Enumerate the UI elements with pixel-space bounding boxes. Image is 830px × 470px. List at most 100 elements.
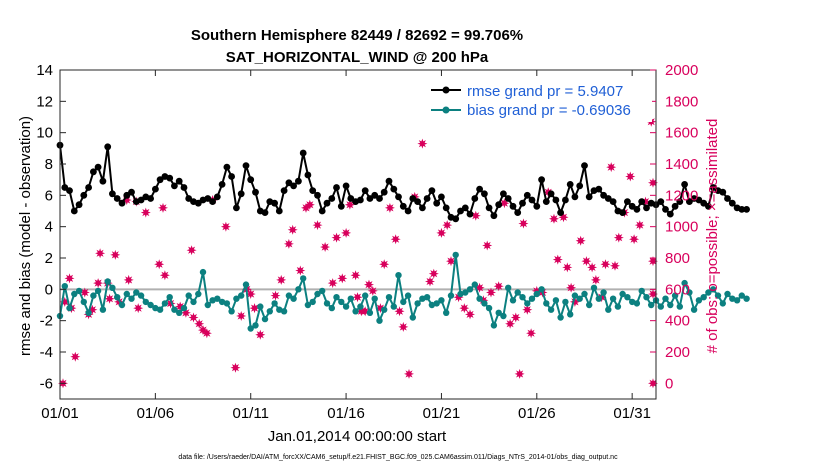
rmse-point-80 — [438, 193, 445, 201]
obs-count-marker-36 — [249, 303, 260, 314]
bias-point-122 — [638, 287, 645, 295]
x-tick-label-4: 01/21 — [423, 405, 461, 422]
obs-count-marker-18 — [140, 207, 151, 218]
obs-count-marker-61 — [390, 234, 401, 245]
obs-count-marker-84 — [514, 368, 525, 379]
obs-count-marker-80 — [493, 281, 504, 292]
obs-count-marker-21 — [159, 270, 170, 281]
rmse-point-46 — [275, 207, 283, 215]
rmse-point-51 — [299, 149, 307, 157]
x-tick-label-2: 01/11 — [233, 405, 269, 422]
rmse-point-9 — [99, 177, 107, 185]
bias-point-78 — [428, 301, 436, 309]
rmse-point-128 — [666, 210, 674, 218]
rmse-point-79 — [433, 199, 441, 207]
bias-point-100 — [533, 290, 540, 298]
bias-point-143 — [738, 292, 745, 299]
rmse-point-127 — [662, 206, 669, 213]
bias-point-9 — [99, 306, 107, 313]
bias-point-16 — [133, 289, 140, 296]
obs-count-marker-9 — [95, 248, 106, 259]
y2-tick-label-1: 200 — [665, 344, 690, 361]
bias-point-57 — [328, 304, 335, 312]
bias-point-66 — [371, 295, 378, 302]
obs-count-marker-33 — [236, 311, 247, 321]
bias-point-3 — [71, 290, 78, 298]
obs-count-marker-50 — [341, 227, 352, 238]
rmse-point-69 — [385, 177, 393, 185]
bias-point-103 — [547, 306, 555, 313]
obs-count-marker-92 — [552, 254, 563, 265]
bias-point-4 — [75, 287, 83, 295]
rmse-point-77 — [423, 195, 431, 202]
obs-count-marker-70 — [442, 220, 453, 231]
y2-tick-label-5: 1000 — [665, 219, 698, 236]
bias-point-126 — [657, 303, 664, 310]
obs-count-marker-42 — [295, 265, 306, 276]
bias-point-39 — [242, 281, 250, 288]
rmse-point-4 — [75, 201, 83, 209]
obs-count-marker-49 — [337, 273, 348, 284]
obs-count-marker-94 — [562, 262, 573, 273]
rmse-point-10 — [104, 143, 112, 151]
bias-point-127 — [662, 295, 669, 302]
obs-count-marker-45 — [312, 220, 323, 231]
rmse-point-118 — [619, 209, 626, 217]
y2-tick-label-2: 400 — [665, 313, 690, 330]
legend-bias-label: bias grand pr = -0.69036 — [467, 102, 631, 119]
bias-point-101 — [538, 286, 545, 293]
bias-point-129 — [671, 292, 679, 299]
rmse-point-83 — [452, 215, 460, 223]
rmse-point-52 — [304, 171, 312, 179]
bias-point-43 — [261, 315, 269, 323]
rmse-point-61 — [347, 195, 355, 202]
rmse-point-90 — [485, 204, 493, 212]
rmse-point-20 — [152, 185, 159, 193]
obs-count-marker-103 — [606, 162, 617, 173]
rmse-point-87 — [471, 195, 479, 202]
bias-point-80 — [438, 297, 445, 304]
obs-count-marker-60 — [384, 202, 395, 213]
bias-point-36 — [228, 308, 235, 315]
rmse-point-96 — [514, 209, 522, 217]
rmse-point-107 — [566, 181, 574, 188]
obs-count-marker-105 — [613, 232, 624, 243]
obs-count-marker-62 — [394, 306, 405, 317]
bias-point-7 — [90, 292, 97, 299]
bias-point-90 — [485, 304, 493, 312]
rmse-point-56 — [323, 199, 331, 207]
bias-point-19 — [147, 301, 154, 309]
axes-frame — [59, 69, 657, 400]
rmse-point-106 — [562, 196, 569, 204]
rmse-point-99 — [528, 196, 536, 204]
obs-count-marker-39 — [276, 274, 287, 285]
rmse-point-39 — [242, 162, 250, 170]
bias-point-137 — [710, 286, 717, 293]
bias-point-52 — [304, 301, 312, 309]
rmse-point-47 — [280, 187, 288, 195]
obs-count-marker-67 — [425, 276, 435, 287]
obs-count-marker-41 — [287, 224, 298, 235]
bias-point-113 — [595, 295, 602, 302]
bias-point-114 — [600, 289, 607, 296]
rmse-point-40 — [247, 176, 255, 184]
bias-point-55 — [319, 287, 326, 295]
rmse-point-68 — [380, 188, 388, 196]
x-tick-label-3: 01/16 — [327, 405, 365, 422]
bias-point-42 — [257, 303, 264, 310]
y2-tick-label-6: 1200 — [665, 187, 698, 204]
rmse-point-11 — [109, 190, 116, 198]
rmse-point-140 — [724, 195, 731, 202]
bias-point-44 — [266, 308, 273, 315]
obs-count-marker-99 — [587, 262, 598, 273]
y2-tick-label-7: 1400 — [665, 156, 698, 173]
obs-count-marker-85 — [518, 218, 529, 229]
bias-point-92 — [495, 309, 502, 316]
bias-point-65 — [366, 309, 374, 316]
bias-point-56 — [323, 300, 331, 307]
rmse-point-122 — [638, 198, 646, 206]
obs-count-marker-40 — [283, 238, 294, 249]
rmse-point-67 — [376, 195, 383, 202]
bias-point-123 — [643, 294, 650, 301]
